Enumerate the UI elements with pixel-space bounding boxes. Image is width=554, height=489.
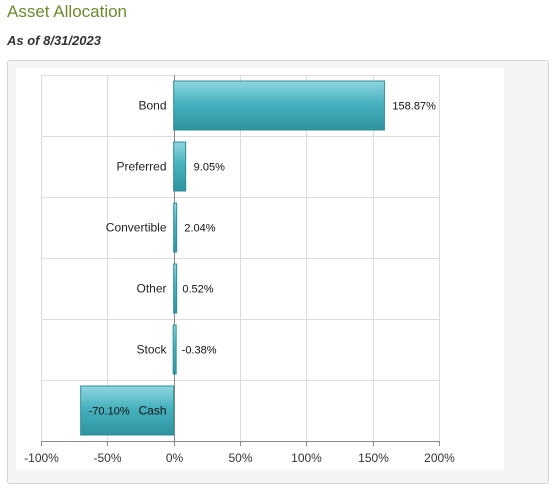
grid-lines: [41, 75, 440, 446]
value-label: 9.05%: [194, 162, 225, 174]
bar-cash: [80, 385, 175, 436]
category-label: Cash: [138, 404, 166, 418]
bar-bond: [173, 80, 385, 131]
value-label: 2.04%: [184, 223, 215, 235]
bar-preferred: [173, 141, 187, 192]
value-label: 158.87%: [392, 101, 436, 113]
x-tick-label: 50%: [228, 451, 252, 465]
category-label: Bond: [138, 99, 166, 113]
bar-convertible: [173, 202, 178, 253]
value-label: 0.52%: [182, 284, 213, 296]
category-label: Convertible: [106, 221, 167, 235]
x-tick-label: 200%: [424, 451, 455, 465]
category-label: Preferred: [116, 160, 166, 174]
chart-subtitle: As of 8/31/2023: [7, 33, 101, 48]
bars: [80, 80, 385, 436]
category-label: Other: [136, 282, 166, 296]
chart-title: Asset Allocation: [7, 2, 128, 21]
value-label: -70.10%: [89, 406, 130, 418]
x-tick-label: 0%: [166, 451, 184, 465]
x-tick-label: 150%: [358, 451, 389, 465]
value-label: -0.38%: [182, 345, 217, 357]
labels: -100% -50% 0% 50% 100% 150% 200% Bond 158.87% Pre…: [24, 99, 455, 466]
bar-other: [173, 263, 178, 314]
x-tick-label: -50%: [93, 451, 121, 465]
x-tick-label: -100%: [24, 451, 59, 465]
x-tick-label: 100%: [291, 451, 322, 465]
category-label: Stock: [136, 343, 167, 357]
bar-stock: [172, 324, 177, 375]
